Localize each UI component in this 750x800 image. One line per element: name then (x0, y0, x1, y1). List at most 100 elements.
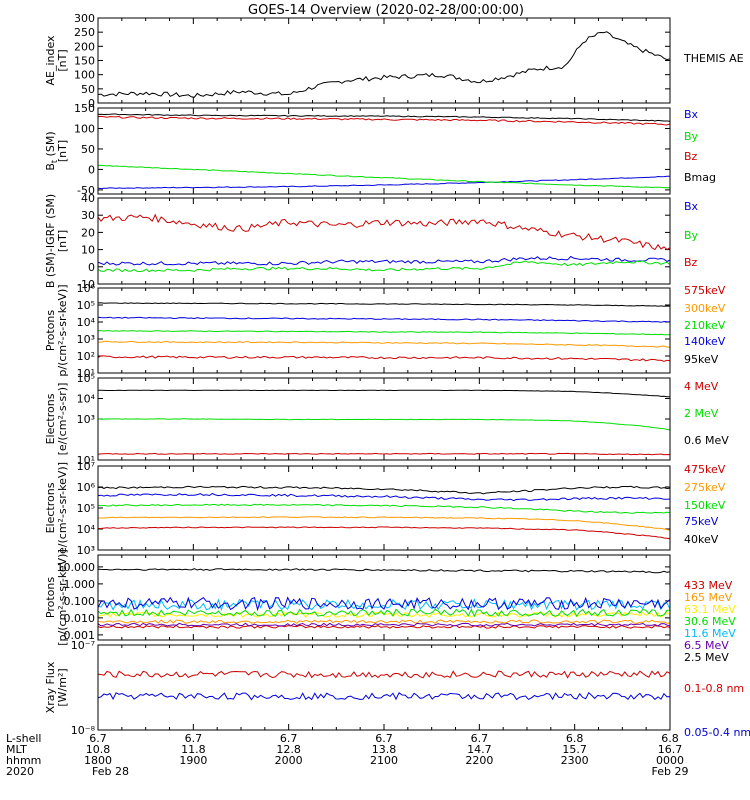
x-tick-label: 6.8 (661, 732, 679, 745)
y-tick-label: 0.001 (64, 629, 96, 642)
series-line-300kev (97, 340, 671, 348)
x-tick-label: 6.7 (471, 732, 489, 745)
panel-5: 10¹ 10³ 10⁴ 10⁵ Electrons [e/(cm²-s-sr)] 4 MeV… (44, 372, 729, 467)
y-axis-units: [e/(cm²-s-sr)] (56, 383, 69, 456)
y-tick-label: 0.100 (64, 595, 96, 608)
series-line-165-mev (97, 619, 671, 624)
x-row-label: 2020 (6, 765, 34, 778)
legend-label: 95keV (684, 353, 719, 366)
series-line-2-mev (97, 418, 671, 431)
series-line-0-6-mev (98, 389, 670, 398)
x-tick-label: Feb 28 (92, 765, 129, 778)
series-line-433-mev (97, 624, 671, 629)
legend-label: 40keV (684, 533, 719, 546)
y-tick-label: 300 (74, 12, 95, 25)
panel-2: -50 0 50 100 150 Bt (SM) [nT] Bx By Bz Bmag (44, 102, 716, 197)
series-line-extra (97, 596, 671, 612)
y-axis-label: Electrons (44, 482, 57, 533)
legend-label: 575keV (684, 284, 726, 297)
legend-label: Bx (684, 108, 699, 121)
y-tick-label: 10⁻⁷ (71, 639, 95, 652)
panel-8: 10⁻⁸ 10⁻⁷ Xray Flux [W/m²] 0.1-0.8 nm 0.05-0.… (44, 639, 750, 739)
y-axis-label: Electrons (44, 393, 57, 444)
panel-frame (97, 197, 671, 285)
series-line-30-6-mev (97, 608, 670, 618)
y-axis-label: Protons (44, 577, 57, 618)
y-tick-label: 250 (74, 26, 95, 39)
y-tick-label: 10⁵ (77, 372, 95, 385)
panel-frame (97, 644, 671, 731)
series-line-by (97, 164, 671, 189)
x-tick-label: 2000 (275, 754, 303, 767)
series-line-bx (97, 175, 670, 190)
y-tick-label: 1.000 (64, 578, 96, 591)
legend-label: 0.6 MeV (684, 434, 729, 447)
y-tick-label: 10⁶ (77, 282, 96, 295)
panel-frame (97, 17, 671, 104)
y-tick-label: 0 (88, 163, 95, 176)
x-tick-label: 6.8 (566, 732, 584, 745)
y-axis-units: [nT] (56, 230, 69, 252)
panel-frame (97, 377, 671, 461)
y-axis-label: AE_index (44, 35, 57, 86)
y-tick-label: 200 (74, 40, 95, 53)
series-line-themis-ae (97, 31, 671, 98)
panel-frame (97, 107, 671, 195)
legend-label: Bz (684, 256, 698, 269)
series-line-275kev (97, 516, 671, 531)
panel-6: 10³ 10⁴ 10⁵ 10⁶ 10⁷ Electrons e/(cm²-s-sr-keV)… (44, 460, 726, 557)
x-row-label: MLT (6, 743, 27, 756)
panel-frame (97, 287, 671, 374)
legend-label: 0.1-0.8 nm (684, 682, 744, 695)
legend-label: By (684, 229, 699, 242)
series-line-0-1-0-8-nm (97, 670, 671, 679)
y-tick-label: 30 (81, 209, 95, 222)
legend-label: 300keV (684, 302, 726, 315)
series-line-75kev (97, 492, 671, 502)
y-tick-label: 150 (74, 102, 95, 115)
legend-label: 11.6 MeV (684, 627, 736, 640)
series-line-bx (97, 255, 671, 266)
x-tick-label: 6.7 (375, 732, 393, 745)
y-tick-label: 10⁴ (77, 523, 96, 536)
y-tick-label: 10² (77, 350, 95, 363)
y-tick-label: 10⁻⁸ (71, 724, 96, 737)
x-row-label: L-shell (6, 732, 42, 745)
legend-label: 2.5 MeV (684, 651, 729, 664)
x-tick-label: 14.7 (467, 743, 492, 756)
legend-label: 6.5 MeV (684, 639, 729, 652)
x-tick-label: 15.7 (562, 743, 587, 756)
x-tick-label: 11.8 (181, 743, 206, 756)
y-axis-units: [W/m²] (56, 668, 69, 706)
series-line-575kev (97, 355, 671, 362)
x-tick-label: 2300 (561, 754, 589, 767)
y-tick-label: 100 (74, 122, 95, 135)
y-tick-label: 10⁴ (77, 316, 96, 329)
y-tick-label: 0 (88, 97, 95, 110)
y-axis-units: e/(cm²-s-sr-keV)] (56, 462, 69, 554)
x-tick-label: 16.7 (658, 743, 683, 756)
y-tick-label: 10³ (77, 544, 95, 557)
legend-label: 0.05-0.4 nm (684, 726, 750, 739)
legend-label: 475keV (684, 463, 726, 476)
y-tick-label: 10⁵ (77, 502, 95, 515)
series-line-475kev (98, 526, 671, 540)
x-tick-label: 6.7 (185, 732, 203, 745)
y-tick-label: 10 (81, 244, 95, 257)
x-tick-label: 1800 (84, 754, 112, 767)
series-line-2-5-mev (97, 568, 671, 574)
y-tick-label: 100 (74, 69, 95, 82)
legend-label: 210keV (684, 319, 726, 332)
y-tick-label: 10³ (77, 333, 95, 346)
panel-frame (97, 554, 671, 641)
x-row-label: hhmm (6, 754, 41, 767)
y-tick-label: -50 (77, 184, 95, 197)
y-axis-label: B (SM)-IGRF (SM) (44, 194, 57, 288)
y-tick-label: 50 (81, 83, 95, 96)
legend-label: 150keV (684, 499, 726, 512)
legend-label: 2 MeV (684, 407, 719, 420)
legend-label: 75keV (684, 515, 719, 528)
panel-4: 10¹ 10² 10³ 10⁴ 10⁵ 10⁶ Protons p/(cm²-s-sr-keV… (44, 282, 726, 380)
